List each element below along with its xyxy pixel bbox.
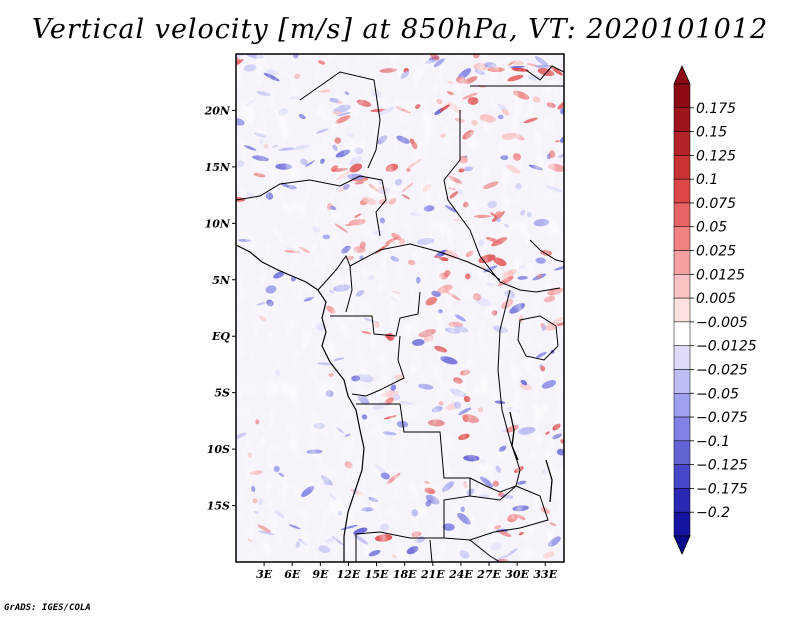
lat-tick-label: 5N [212,274,231,287]
lat-tick-label: 10N [205,217,231,230]
colorbar-segment [673,83,691,109]
longitude-axis: 3E 6E 9E 12E 15E 18E 21E 24E 27E 30E 33E [256,562,558,581]
border-angola [355,403,471,539]
colorbar-segment [673,155,691,180]
lat-tick-label: 10S [207,443,230,456]
border-lake-chad-region [236,175,387,237]
colorbar-label: 0.075 [696,196,736,212]
colorbar-segment [673,274,691,299]
lake-tanganyika [509,411,519,461]
colorbar-segment [673,226,691,251]
colorbar-label: −0.125 [696,458,748,474]
border-cameroon [317,254,353,313]
colorbar-segment [673,250,691,275]
colorbar-label: 0.15 [696,125,727,141]
lat-tick-label: 15N [205,161,231,174]
colorbar-label: 0.175 [696,101,736,117]
colorbar-segment [673,178,691,204]
border-libya-sudan [443,110,561,293]
colorbar-label: −0.025 [696,362,748,378]
lon-tick-label: 21E [420,568,445,581]
colorbar-segment [673,321,691,346]
lon-tick-label: 15E [365,568,389,581]
lon-tick-label: 18E [393,568,417,581]
colorbar-segment [673,297,691,323]
lon-tick-label: 27E [476,568,501,581]
lon-tick-label: 30E [505,568,529,581]
plot-frame [235,53,565,563]
vertical-velocity-field [236,54,564,562]
colorbar-top-arrow [673,65,691,85]
colorbar-segment [673,131,691,156]
colorbar-label: 0.05 [696,220,727,236]
colorbar-segment [673,107,691,132]
colorbar-segment [673,416,691,442]
lon-tick-label: 24E [448,568,473,581]
colorbar-label: 0.0125 [696,267,745,283]
colorbar-segment [673,393,691,418]
border-congo-drc [351,335,405,397]
lat-tick-label: 20N [204,104,231,117]
lon-tick-label: 6E [284,568,301,581]
lat-tick-label: 15S [207,500,230,513]
lon-tick-label: 12E [337,568,361,581]
colorbar: 0.175 0.15 0.125 0.1 0.075 0.05 0.025 0.0125 0.0… [673,65,757,555]
lon-tick-label: 3E [256,568,273,581]
lat-tick-label: 5S [214,387,230,400]
colorbar-segment [673,511,691,537]
colorbar-segment [673,440,691,465]
nile-delta-coast [525,65,564,81]
colorbar-label: −0.1 [696,434,730,450]
colorbar-segment [673,464,691,489]
border-car [349,243,501,281]
colorbar-label: −0.05 [696,386,739,402]
colorbar-label: 0.125 [696,148,736,164]
country-borders [236,65,564,562]
grads-credit: GrADS: IGES/COLA [4,603,91,613]
border-sudan-east [529,239,564,263]
colorbar-segment [673,345,691,370]
border-sahara-north [299,71,381,169]
colorbar-label: −0.075 [696,410,748,426]
border-south [429,539,501,562]
colorbar-label: −0.175 [696,481,748,497]
colorbar-label: 0.005 [696,291,736,307]
border-zambia [443,485,549,541]
colorbar-label: −0.2 [696,505,730,521]
colorbar-label: −0.005 [696,315,748,331]
lon-tick-label: 33E [533,568,557,581]
lake-malawi [545,459,553,503]
border-gabon-congo [330,291,421,337]
colorbar-label: −0.0125 [696,339,757,355]
lon-tick-label: 9E [312,568,329,581]
colorbar-label: 0.1 [696,172,718,188]
border-drc-east [469,289,521,493]
colorbar-label: 0.025 [696,244,736,260]
lat-tick-label: EQ [211,330,230,343]
colorbar-segment [673,488,691,513]
latitude-axis: 20N 15N 10N 5N EQ 5S 10S 15S [204,104,236,513]
map-title: Vertical velocity [m/s] at 850hPa, VT: 2… [31,14,769,45]
colorbar-segment [673,369,691,394]
coastline-west-africa [236,244,365,562]
colorbar-bottom-arrow [673,535,691,555]
colorbar-segment [673,202,691,227]
lake-victoria [517,315,559,361]
